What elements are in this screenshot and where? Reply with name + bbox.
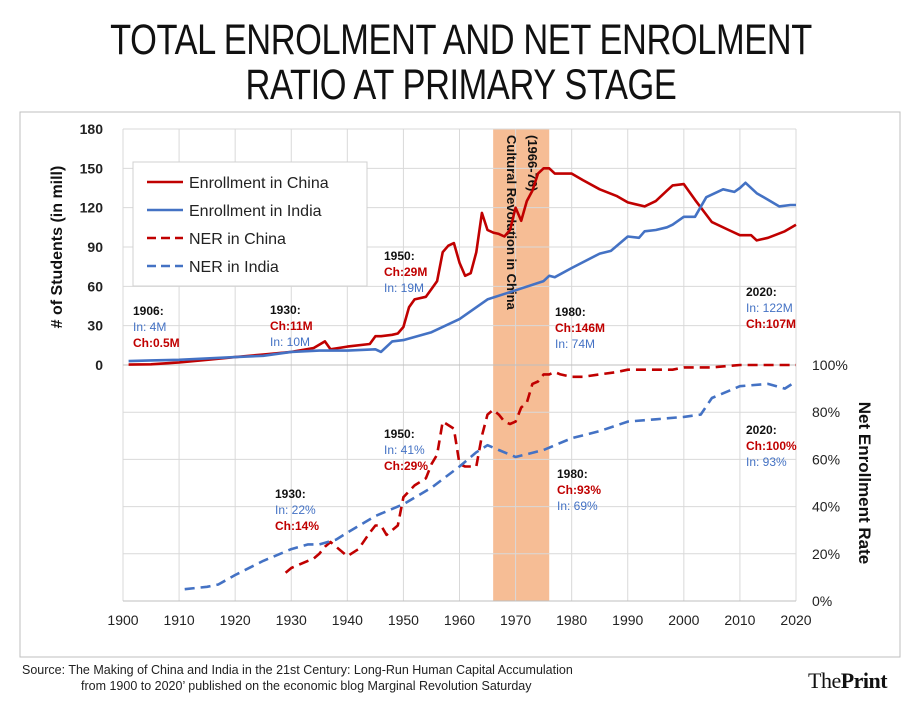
- left-tick-label: 0: [95, 357, 103, 373]
- x-tick-label: 1950: [388, 612, 419, 628]
- annotation-line: In: 41%: [384, 443, 425, 457]
- x-tick-label: 2000: [668, 612, 699, 628]
- left-tick-label: 180: [80, 121, 104, 137]
- annotation-line: In: 19M: [384, 281, 424, 295]
- left-tick-label: 150: [80, 160, 104, 176]
- right-tick-label: 60%: [812, 451, 840, 467]
- annotation-year: 1980:: [555, 305, 586, 319]
- annotation-line: Ch:0.5M: [133, 336, 180, 350]
- annotation-line: Ch:100%: [746, 439, 797, 453]
- chart-title-line-1: TOTAL ENROLMENT AND NET ENROLMENT: [110, 16, 812, 64]
- ner-in-china-line: [284, 363, 796, 574]
- logo-the: The: [808, 668, 841, 693]
- annotation-line: Ch:29M: [384, 265, 427, 279]
- annotation-line: Ch:11M: [270, 319, 313, 333]
- annotation-year: 1930:: [275, 487, 306, 501]
- annotation-line: In: 74M: [555, 337, 595, 351]
- theprint-logo: ThePrint: [808, 668, 888, 694]
- annotation-line: In: 10M: [270, 335, 310, 349]
- logo-print: Print: [840, 668, 888, 693]
- annotation-line: Ch:14%: [275, 519, 319, 533]
- right-tick-label: 40%: [812, 499, 840, 515]
- annotation-year: 1950:: [384, 427, 415, 441]
- right-tick-label: 0%: [812, 593, 832, 609]
- x-tick-label: 1910: [164, 612, 195, 628]
- legend-label: Enrollment in China: [189, 175, 329, 192]
- annotation-line: Ch:93%: [557, 483, 601, 497]
- chart-title-line-2: RATIO AT PRIMARY STAGE: [245, 61, 677, 109]
- legend-label: NER in India: [189, 259, 279, 276]
- chart-frame: [19, 111, 901, 658]
- annotation-year: 2020:: [746, 423, 777, 437]
- source-note-line-2: from 1900 to 2020’ published on the econ…: [81, 679, 532, 693]
- ner-in-india-line: [184, 380, 797, 591]
- x-tick-label: 2020: [780, 612, 811, 628]
- annotation-year: 1980:: [557, 467, 588, 481]
- legend-label: Enrollment in India: [189, 203, 322, 220]
- annotation-year: 2020:: [746, 285, 777, 299]
- left-axis-title: # of Students (in mill): [49, 166, 66, 329]
- left-tick-label: 30: [87, 318, 103, 334]
- annotation-year: 1930:: [270, 303, 301, 317]
- annotation-line: Ch:29%: [384, 459, 428, 473]
- annotation-line: In: 122M: [746, 301, 793, 315]
- enrolment-chart: 0 30 60 90 120 150 180 0% 20% 40% 60% 80% 100% 1900 19…: [19, 111, 901, 658]
- legend-label: NER in China: [189, 231, 286, 248]
- left-tick-label: 120: [80, 200, 104, 216]
- annotation-line: In: 4M: [133, 320, 166, 334]
- annotation-line: Ch:107M: [746, 317, 796, 331]
- annotation-year: 1906:: [133, 304, 164, 318]
- annotation-line: Ch:146M: [555, 321, 605, 335]
- x-tick-label: 1900: [107, 612, 138, 628]
- x-tick-label: 1980: [556, 612, 587, 628]
- x-tick-label: 1960: [444, 612, 475, 628]
- right-tick-label: 80%: [812, 404, 840, 420]
- right-axis-title: Net Enrollment Rate: [855, 402, 874, 564]
- x-tick-label: 1940: [332, 612, 363, 628]
- annotation-year: 1950:: [384, 249, 415, 263]
- left-tick-label: 90: [87, 239, 103, 255]
- x-tick-label: 1930: [276, 612, 307, 628]
- right-tick-label: 100%: [812, 357, 848, 373]
- source-note-line-1: Source: The Making of China and India in…: [22, 663, 573, 677]
- annotation-line: In: 22%: [275, 503, 316, 517]
- annotation-line: In: 69%: [557, 499, 598, 513]
- left-tick-label: 60: [87, 278, 103, 294]
- x-tick-label: 1920: [220, 612, 251, 628]
- right-tick-label: 20%: [812, 546, 840, 562]
- enrollment-in-india-line: [128, 181, 796, 363]
- x-tick-label: 1990: [612, 612, 643, 628]
- band-years-label: (1966-76): [525, 135, 540, 191]
- x-tick-label: 1970: [500, 612, 531, 628]
- enrollment-in-china-line: [128, 167, 797, 366]
- x-tick-label: 2010: [724, 612, 755, 628]
- annotation-line: In: 93%: [746, 455, 787, 469]
